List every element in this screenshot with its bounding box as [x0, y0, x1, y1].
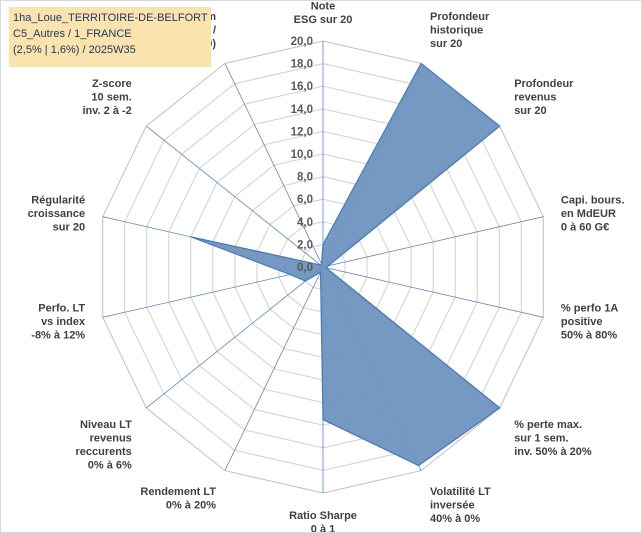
axis-label-line: Régularité	[31, 195, 85, 207]
axis-label: Perfo. LT vs index -8% à 12%	[31, 302, 86, 341]
axis-label-line: Perfo. LT	[38, 302, 85, 314]
tick-label: 12,0	[291, 126, 313, 138]
axis-label-line: croissance	[28, 208, 85, 220]
tick-label: 8,0	[297, 172, 313, 184]
axis-label-line: % perfo 1A	[561, 302, 619, 314]
tick-label: 16,0	[291, 81, 313, 93]
axis-label: Rendement LT 0% à 20%	[140, 486, 216, 512]
axis-label-line: sur 1 sem.	[514, 432, 568, 444]
axis-label-line: vs index	[41, 316, 86, 328]
title-line: 1ha_Loue_TERRITOIRE-DE-BELFORT	[13, 12, 208, 24]
axis-label: Régularité croissance sur 20	[28, 195, 85, 234]
axis-label-line: sur 20	[53, 222, 85, 234]
axis-label: Ratio Sharpe 0 à 1	[289, 510, 357, 532]
axis-label-line: revenus	[514, 92, 556, 104]
axis-label-line: Profondeur	[430, 11, 490, 23]
axis-label: Note ESG sur 20	[294, 1, 353, 26]
axis-label-line: Rendement LT	[140, 486, 216, 498]
axis-spoke	[102, 266, 324, 318]
tick-label: 0,0	[297, 262, 313, 274]
axis-label-line: -8% à 12%	[31, 329, 85, 341]
axis-label-line: 0% à 20%	[166, 500, 216, 512]
axis-label-line: reccurents	[76, 446, 132, 458]
axis-label: Profondeur revenus sur 20	[514, 78, 574, 117]
radial-tick-labels: 0,0 2,0 4,0 6,0 8,0 10,0 12,0 14,0 16,0 18,0 20,0	[291, 36, 313, 274]
axis-label: Volatilité LT inversée 40% à 0%	[430, 486, 491, 525]
axis-label-line: % perte max.	[514, 419, 582, 431]
axis-label-line: historique	[430, 25, 483, 37]
series-area	[190, 62, 501, 467]
axis-label-line: inv. 50% à 20%	[514, 446, 592, 458]
tick-label: 14,0	[291, 104, 313, 116]
axis-label-line: Z-score	[92, 78, 132, 90]
axis-label: % perfo 1A positive 50% à 80%	[561, 302, 619, 341]
axis-label-line: 40% à 0%	[430, 513, 480, 525]
axis-label-line: Profondeur	[514, 78, 574, 90]
title-line: (2,5% | 1,6%) / 2025W35	[13, 44, 136, 56]
axis-label: Capi. bours. en MdEUR 0 à 60 G€	[561, 195, 625, 234]
axis-label-line: Niveau LT	[80, 419, 132, 431]
axis-label: % perte max. sur 1 sem. inv. 50% à 20%	[514, 419, 592, 458]
tick-label: 20,0	[291, 36, 313, 48]
tick-label: 4,0	[297, 217, 313, 229]
radar-series	[190, 62, 501, 467]
axis-label-line: Capi. bours.	[561, 195, 625, 207]
axis-label: Z-score 10 sem. inv. 2 à -2	[82, 78, 131, 117]
axis-spoke	[322, 216, 544, 268]
axis-label-line: revenus	[90, 432, 132, 444]
axis-label-line: inversée	[430, 500, 475, 512]
axis-label: Niveau LT revenus reccurents 0% à 6%	[76, 419, 133, 472]
tick-label: 6,0	[297, 194, 313, 206]
axis-label: Profondeur historique sur 20	[430, 11, 490, 50]
axis-spoke	[146, 125, 324, 268]
axis-label-line: 10 sem.	[91, 92, 131, 104]
tick-label: 10,0	[291, 149, 313, 161]
title-text: 1ha_Loue_TERRITOIRE-DE-BELFORT C5_Autres…	[13, 10, 208, 58]
axis-label-line: ESG sur 20	[294, 14, 353, 26]
axis-label-line: inv. 2 à -2	[82, 105, 131, 117]
axis-label-line: sur 20	[430, 38, 462, 50]
axis-label-line: 0 à 60 G€	[561, 222, 609, 234]
axis-spoke	[224, 63, 324, 268]
axis-spoke	[224, 266, 324, 471]
title-line: C5_Autres / 1_FRANCE	[13, 28, 132, 40]
axis-label-line: 0 à 1	[311, 524, 335, 533]
axis-label-line: Note	[311, 1, 335, 13]
title-box	[9, 7, 211, 67]
axis-label-line: 50% à 80%	[561, 329, 617, 341]
axis-spoke	[146, 266, 324, 409]
axis-label-line: sur 20	[514, 105, 546, 117]
axis-label-line: en MdEUR	[561, 208, 616, 220]
axis-label-line: positive	[561, 316, 603, 328]
tick-label: 18,0	[291, 59, 313, 71]
axis-spoke	[322, 266, 544, 318]
axis-label-line: Ratio Sharpe	[289, 510, 357, 522]
axis-label-line: Volatilité LT	[430, 486, 491, 498]
tick-label: 2,0	[297, 239, 313, 251]
axis-label-line: 0% à 6%	[88, 459, 132, 471]
